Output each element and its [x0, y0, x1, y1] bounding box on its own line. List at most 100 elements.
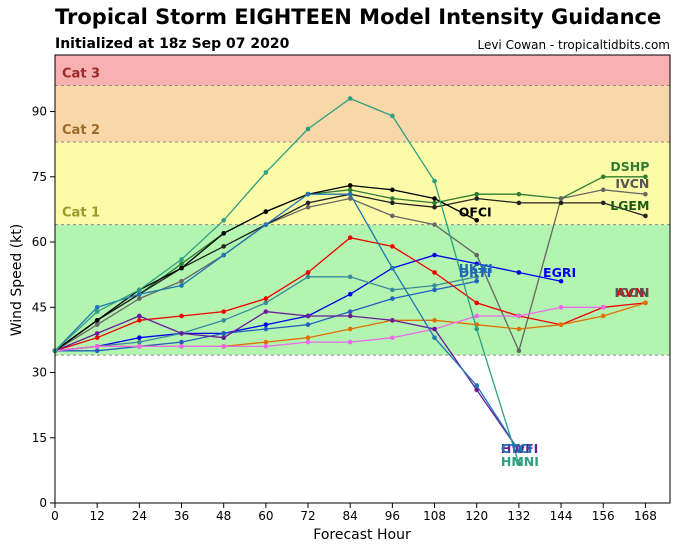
x-tick-label: 84	[343, 509, 358, 523]
data-point	[305, 191, 311, 197]
series-label: DRTI	[459, 265, 492, 280]
series-label: ICON	[614, 285, 649, 300]
data-point	[263, 300, 269, 306]
data-point	[516, 270, 522, 275]
series-label: LGEM	[610, 198, 649, 213]
data-point	[643, 174, 648, 180]
data-point	[474, 278, 480, 284]
data-point	[137, 339, 142, 345]
data-point	[390, 196, 395, 201]
data-point	[516, 200, 522, 206]
data-point	[347, 309, 353, 314]
data-point	[263, 170, 269, 175]
data-point	[137, 335, 142, 341]
data-point	[94, 309, 100, 314]
data-point	[516, 326, 522, 332]
data-point	[474, 383, 480, 388]
data-point	[390, 187, 395, 193]
data-point	[179, 265, 184, 271]
data-point	[263, 209, 269, 214]
series-hmni	[52, 96, 522, 467]
series-ctci	[52, 191, 522, 454]
data-point	[558, 196, 564, 201]
data-point	[305, 339, 311, 345]
series-label: DSHP	[610, 159, 649, 174]
data-point	[347, 291, 353, 297]
data-point	[305, 270, 311, 275]
data-point	[558, 322, 564, 327]
data-point	[390, 213, 395, 219]
data-point	[390, 265, 395, 271]
band-label: Cat 1	[62, 206, 100, 221]
data-point	[221, 252, 226, 258]
data-point	[221, 331, 226, 336]
x-tick-label: 168	[634, 509, 657, 523]
band-label: Cat 3	[62, 66, 100, 81]
series-line	[54, 97, 520, 465]
data-point	[432, 252, 437, 258]
series-label: UKXI	[459, 261, 493, 276]
data-point	[179, 313, 184, 319]
data-point	[474, 300, 480, 306]
x-tick-label: 12	[90, 509, 105, 523]
series-label: HMNI	[501, 454, 539, 469]
data-point	[558, 304, 564, 310]
series-line	[54, 310, 520, 452]
data-point	[516, 348, 522, 354]
data-point	[94, 348, 100, 354]
data-point	[390, 335, 395, 341]
y-tick-label: 60	[32, 235, 47, 249]
data-point	[516, 461, 522, 467]
data-point	[179, 331, 184, 336]
data-point	[137, 318, 142, 323]
y-tick-label: 75	[32, 170, 47, 184]
data-point	[643, 300, 648, 306]
data-point	[305, 204, 311, 210]
data-point	[263, 309, 269, 314]
series-label: OFCI	[459, 204, 492, 219]
data-point	[390, 244, 395, 249]
y-tick-label: 15	[32, 431, 47, 445]
data-point	[347, 274, 353, 280]
data-point	[643, 213, 648, 219]
data-point	[221, 335, 226, 341]
data-point	[558, 200, 564, 206]
data-point	[94, 322, 100, 327]
plot-frame	[54, 54, 671, 504]
series-line	[54, 306, 604, 352]
data-point	[137, 296, 142, 301]
data-point	[347, 339, 353, 345]
x-tick-label: 96	[385, 509, 400, 523]
data-point	[474, 326, 480, 332]
x-tick-label: 108	[423, 509, 446, 523]
data-point	[432, 222, 437, 227]
data-point	[305, 322, 311, 327]
data-point	[263, 326, 269, 332]
data-point	[474, 274, 480, 280]
data-point	[347, 235, 353, 240]
data-point	[94, 318, 100, 323]
data-point	[179, 339, 184, 345]
data-point	[221, 309, 226, 314]
data-point	[390, 113, 395, 119]
x-tick-label: 24	[132, 509, 147, 523]
band-4	[55, 55, 670, 86]
data-point	[179, 257, 184, 262]
data-point	[263, 344, 269, 349]
data-point	[390, 287, 395, 293]
band-label: Cat 2	[62, 123, 100, 138]
data-point	[305, 313, 311, 319]
data-point	[600, 304, 606, 310]
data-point	[474, 252, 480, 258]
data-point	[221, 217, 226, 223]
data-point	[305, 200, 311, 206]
chart-subtitle: Initialized at 18z Sep 07 2020	[55, 36, 290, 52]
data-point	[600, 187, 606, 193]
data-point	[600, 313, 606, 319]
data-point	[305, 126, 311, 132]
data-point	[432, 200, 437, 206]
data-point	[390, 318, 395, 323]
data-point	[432, 204, 437, 210]
band-3	[55, 85, 670, 142]
